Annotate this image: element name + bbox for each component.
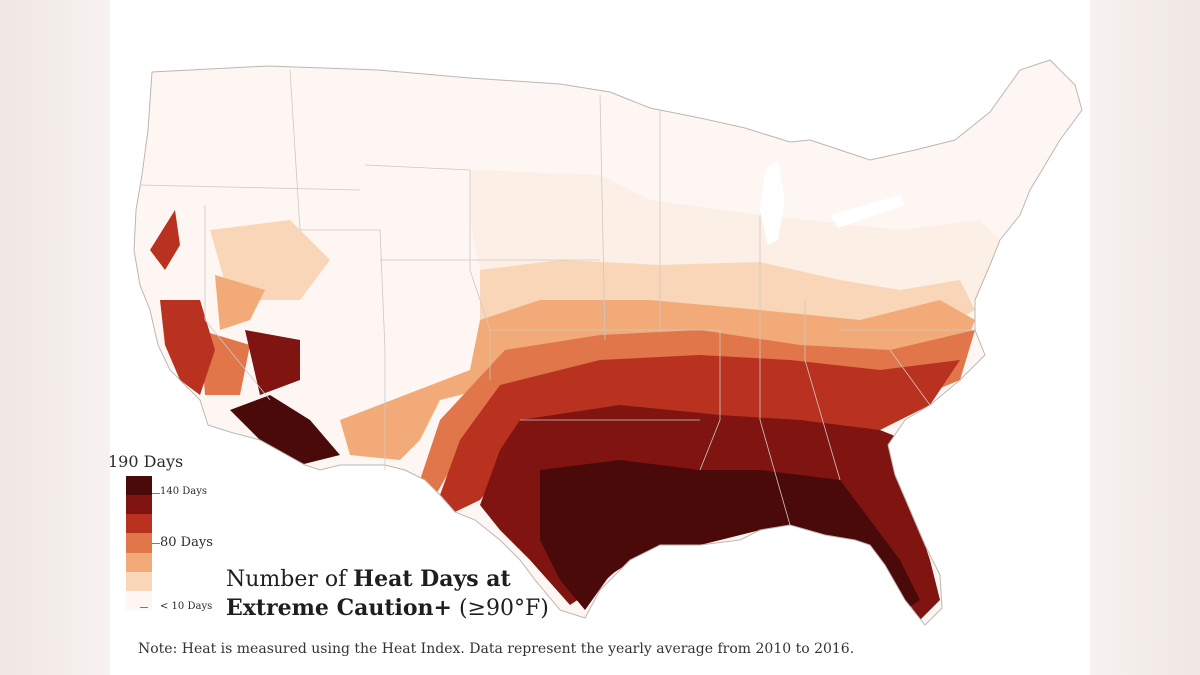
legend-tick-10 xyxy=(140,607,148,608)
title-line1-bold: Heat Days at xyxy=(353,566,511,592)
legend-tick-80 xyxy=(152,543,160,544)
legend-swatch-190 xyxy=(126,476,152,496)
lake-michigan xyxy=(760,160,785,245)
legend-swatch-50 xyxy=(126,552,152,572)
title-line2-plain: (≥90°F) xyxy=(451,596,549,621)
legend-label-80: 80 Days xyxy=(160,535,213,550)
legend-swatch-110 xyxy=(126,514,152,534)
us-outline xyxy=(133,59,1083,626)
title-line1-plain: Number of xyxy=(226,567,354,592)
legend-swatch-140 xyxy=(126,495,152,515)
zone-170-190 xyxy=(230,395,920,610)
legend-swatch-30 xyxy=(126,571,152,591)
lake-erie xyxy=(830,195,905,228)
map-title: Number of Heat Days at Extreme Caution+ … xyxy=(226,565,549,623)
legend-label-140: 140 Days xyxy=(160,486,208,497)
legend-title: 190 Days xyxy=(108,452,184,471)
footnote: Note: Heat is measured using the Heat In… xyxy=(138,641,855,657)
right-backdrop xyxy=(1090,0,1200,675)
state-borders xyxy=(139,69,975,526)
title-line2-bold: Extreme Caution+ xyxy=(226,595,452,621)
legend-swatch-80 xyxy=(126,533,152,553)
legend-tick-140 xyxy=(152,493,160,494)
left-backdrop xyxy=(0,0,110,675)
legend-swatch-lt10 xyxy=(126,590,152,610)
zone-110-140 xyxy=(150,210,960,512)
legend-bar xyxy=(126,476,152,610)
legend-label-10: < 10 Days xyxy=(160,601,213,612)
